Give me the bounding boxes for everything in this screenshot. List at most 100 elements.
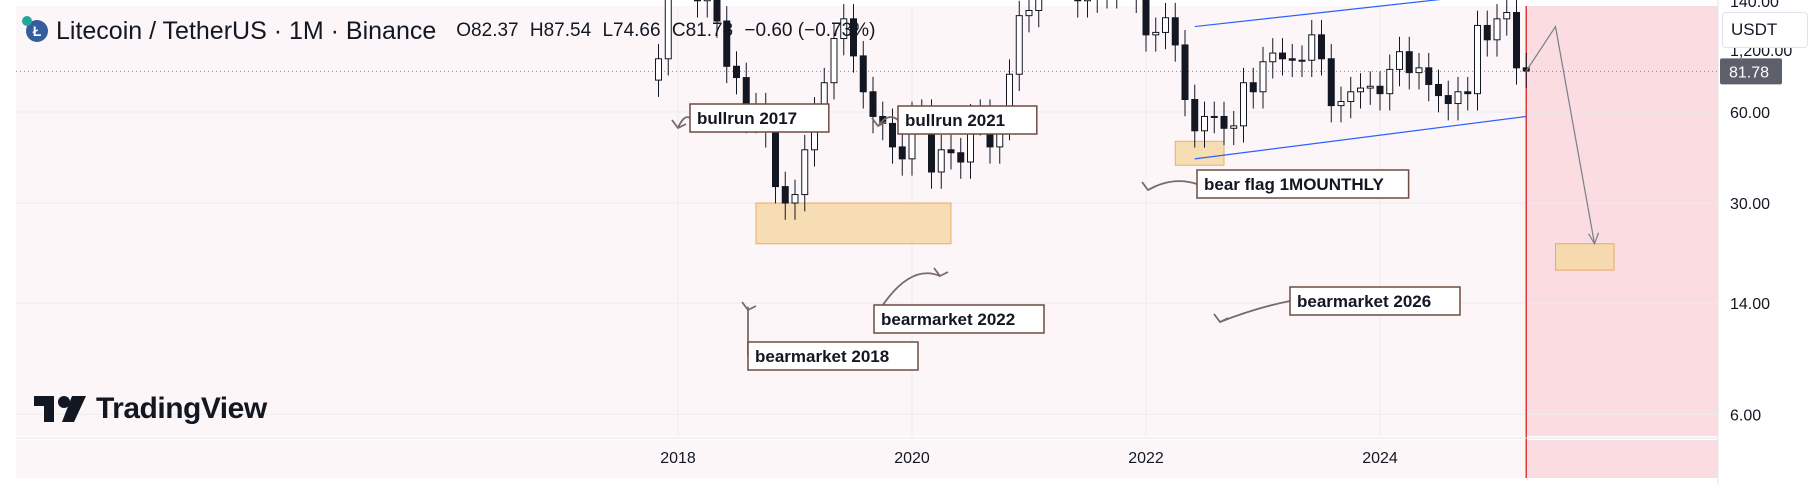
time-tick-label: 2022: [1128, 450, 1164, 467]
projection-zone: [1526, 6, 1718, 436]
annotation-arrow-head: [741, 301, 757, 312]
annotation-arrow-head: [1141, 181, 1157, 192]
candle-body: [1308, 34, 1316, 61]
highlight-bearmarket-2026: [1555, 243, 1615, 271]
ohlc-values: O82.37 H87.54 L74.66 C81.78 −0.60 (−0.73…: [456, 20, 881, 42]
ohlc-close: C81.78: [671, 20, 734, 41]
annotation-box[interactable]: [1196, 169, 1410, 199]
candle-body: [1084, 0, 1091, 2]
candle-body: [1201, 115, 1208, 132]
candle-body: [1493, 18, 1501, 41]
candle-body: [869, 91, 877, 117]
annotation-box[interactable]: [747, 341, 919, 371]
annotation-label[interactable]: bullrun 2017: [697, 109, 797, 128]
candle-body: [1513, 12, 1520, 69]
candle-body: [1142, 0, 1150, 36]
annotation-box[interactable]: [689, 103, 830, 133]
candle-body: [1171, 17, 1179, 46]
candle-body: [694, 0, 701, 2]
annotation-connector: [877, 116, 899, 127]
currency-button[interactable]: USDT: [1722, 12, 1808, 48]
annotation-connector: [677, 116, 691, 129]
candle-body: [1454, 91, 1462, 105]
candle-body: [840, 18, 848, 40]
candle-body: [655, 58, 662, 81]
candle-body: [1396, 51, 1403, 70]
candle-body: [1269, 52, 1277, 63]
symbol-header: Ł Litecoin / TetherUS · 1M · Binance O82…: [22, 14, 881, 48]
candle-body: [830, 38, 838, 84]
candle-body: [1288, 58, 1296, 61]
candle-body: [1425, 67, 1433, 85]
candle-body: [957, 152, 965, 163]
channel-upper-line: [1194, 0, 1441, 28]
time-tick-label: 2018: [660, 450, 696, 467]
price-tick-label: 30.00: [1730, 196, 1770, 213]
candle-body: [898, 146, 906, 160]
candle-body: [1347, 91, 1355, 103]
time-axis-background: [16, 440, 1718, 478]
candle-body: [1327, 58, 1335, 107]
highlight-bearmarket-2022: [1174, 140, 1225, 166]
time-tick-label: 2024: [1362, 450, 1398, 467]
candle-body: [1464, 91, 1472, 95]
candle-body: [1162, 17, 1169, 33]
annotation-label[interactable]: bullrun 2021: [905, 111, 1005, 130]
projection-arrow-head: [1587, 232, 1600, 246]
annotation-box[interactable]: [1289, 286, 1461, 316]
time-tick-label: 2020: [894, 450, 930, 467]
candle-body: [1191, 98, 1199, 132]
channel-lower-line: [1194, 115, 1527, 160]
annotation-label[interactable]: bear flag 1MOUNTHLY: [1204, 175, 1384, 194]
candle-body: [1376, 85, 1384, 95]
candle-body: [664, 0, 672, 60]
candle-body: [1220, 115, 1228, 129]
candle-body: [1152, 31, 1160, 36]
price-tick-label: 6.00: [1730, 407, 1761, 424]
ohlc-open: O82.37: [456, 20, 519, 41]
candle-body: [733, 65, 740, 79]
candle-body: [1444, 95, 1452, 105]
candle-body: [1230, 125, 1238, 129]
candle-body: [1025, 9, 1033, 17]
current-price-tag: [1720, 58, 1782, 85]
candle-body: [1337, 101, 1345, 107]
price-tick-label: 140.00: [1730, 0, 1779, 11]
candle-body: [1483, 24, 1491, 41]
candle-body: [781, 186, 789, 204]
highlight-bearmarket-2018: [755, 202, 952, 245]
candle-body: [772, 130, 779, 188]
annotation-box[interactable]: [873, 304, 1045, 334]
tradingview-logo: TradingView: [34, 392, 267, 426]
candle-body: [1366, 85, 1374, 89]
candle-body: [1298, 59, 1306, 62]
annotation-box[interactable]: [897, 105, 1038, 135]
annotation-label[interactable]: bearmarket 2026: [1297, 292, 1431, 311]
annotation-arrow-head: [871, 117, 887, 128]
current-price-label: 81.78: [1729, 64, 1769, 81]
symbol-title[interactable]: Litecoin / TetherUS · 1M · Binance: [56, 16, 437, 45]
annotation-label[interactable]: bearmarket 2018: [755, 347, 889, 366]
candle-body: [1074, 0, 1082, 2]
tradingview-logo-icon: [34, 396, 86, 422]
candle-body: [1357, 87, 1364, 93]
candle-body: [1249, 82, 1257, 93]
candle-body: [703, 0, 711, 2]
candle-body: [889, 122, 896, 148]
litecoin-icon: Ł: [22, 16, 48, 42]
candle-body: [947, 149, 955, 154]
candle-body: [1181, 44, 1189, 100]
tradingview-wordmark: TradingView: [96, 392, 267, 425]
annotation-label[interactable]: bearmarket 2022: [881, 310, 1015, 329]
ohlc-change: −0.60 (−0.73%): [744, 20, 876, 41]
candle-body: [801, 149, 809, 196]
candle-body: [859, 55, 867, 93]
candle-body: [850, 18, 857, 57]
annotation-arrow-head: [933, 267, 949, 278]
candle-body: [1035, 0, 1043, 11]
ohlc-low: L74.66: [602, 20, 661, 41]
candle-body: [1386, 68, 1394, 95]
candle-body: [1405, 51, 1413, 74]
